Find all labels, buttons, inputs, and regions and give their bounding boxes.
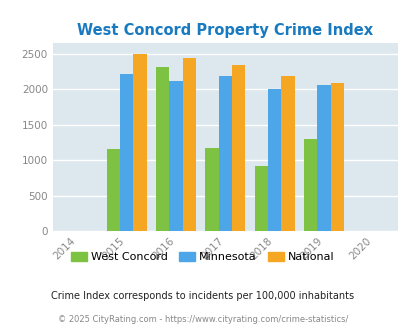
Bar — [182, 58, 196, 231]
Bar — [254, 166, 267, 231]
Bar — [231, 65, 245, 231]
Bar — [169, 81, 182, 231]
Title: West Concord Property Crime Index: West Concord Property Crime Index — [77, 22, 373, 38]
Bar — [267, 89, 281, 231]
Bar — [120, 74, 133, 231]
Bar — [218, 76, 231, 231]
Bar — [303, 139, 316, 231]
Bar — [107, 149, 120, 231]
Bar — [316, 85, 330, 231]
Text: Crime Index corresponds to incidents per 100,000 inhabitants: Crime Index corresponds to incidents per… — [51, 291, 354, 301]
Bar — [133, 54, 146, 231]
Legend: West Concord, Minnesota, National: West Concord, Minnesota, National — [67, 248, 338, 267]
Text: © 2025 CityRating.com - https://www.cityrating.com/crime-statistics/: © 2025 CityRating.com - https://www.city… — [58, 315, 347, 324]
Bar — [156, 67, 169, 231]
Bar — [281, 76, 294, 231]
Bar — [330, 82, 343, 231]
Bar — [205, 148, 218, 231]
